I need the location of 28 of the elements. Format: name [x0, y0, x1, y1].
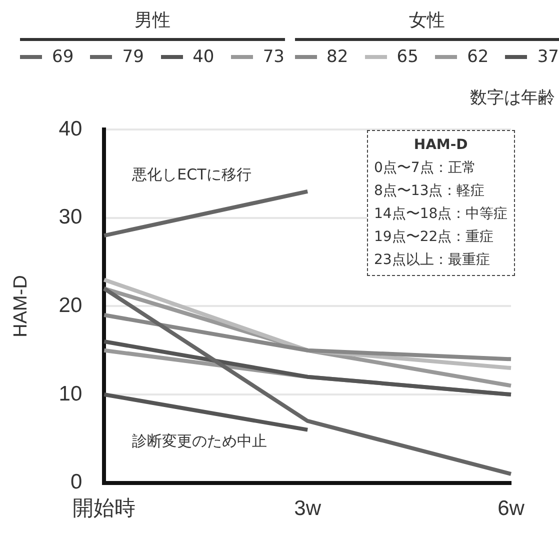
y-axis-title: HAM-D — [10, 275, 32, 338]
annotation: 0点〜7点：正常 — [374, 159, 477, 178]
legend-label: 82 — [326, 47, 348, 67]
text: 数字は年齢 — [470, 87, 555, 109]
annotation: 悪化しECTに移行 — [131, 165, 252, 184]
annotation: 診断変更のため中止 — [132, 432, 268, 450]
x-tick-label: 開始時 — [72, 497, 136, 520]
annotation: 19点〜22点：重症 — [374, 228, 495, 247]
legend-label: 69 — [52, 47, 74, 67]
y-tick-label: 30 — [58, 206, 82, 229]
y-tick-label: 10 — [58, 382, 82, 406]
legend-label: 73 — [262, 47, 284, 67]
legend-label: 37 — [537, 47, 559, 67]
y-tick-label: 20 — [58, 294, 82, 317]
x-tick-label: 3w — [294, 497, 322, 520]
text: 女性 — [294, 8, 559, 41]
text: 男性 — [20, 8, 284, 41]
legend-label: 62 — [467, 47, 489, 67]
x-tick-label: 6w — [498, 497, 526, 520]
y-tick-label: 40 — [58, 117, 82, 140]
annotation: 23点以上：最重症 — [374, 251, 491, 270]
legend-label: 65 — [396, 47, 418, 67]
y-tick-label: 0 — [70, 470, 82, 494]
legend-label: 40 — [192, 47, 214, 67]
annotation: 8点〜13点：軽症 — [374, 182, 486, 201]
legend-label: 79 — [122, 47, 144, 67]
annotation: 14点〜18点：中等症 — [374, 205, 508, 224]
annotation: HAM-D — [412, 136, 469, 155]
